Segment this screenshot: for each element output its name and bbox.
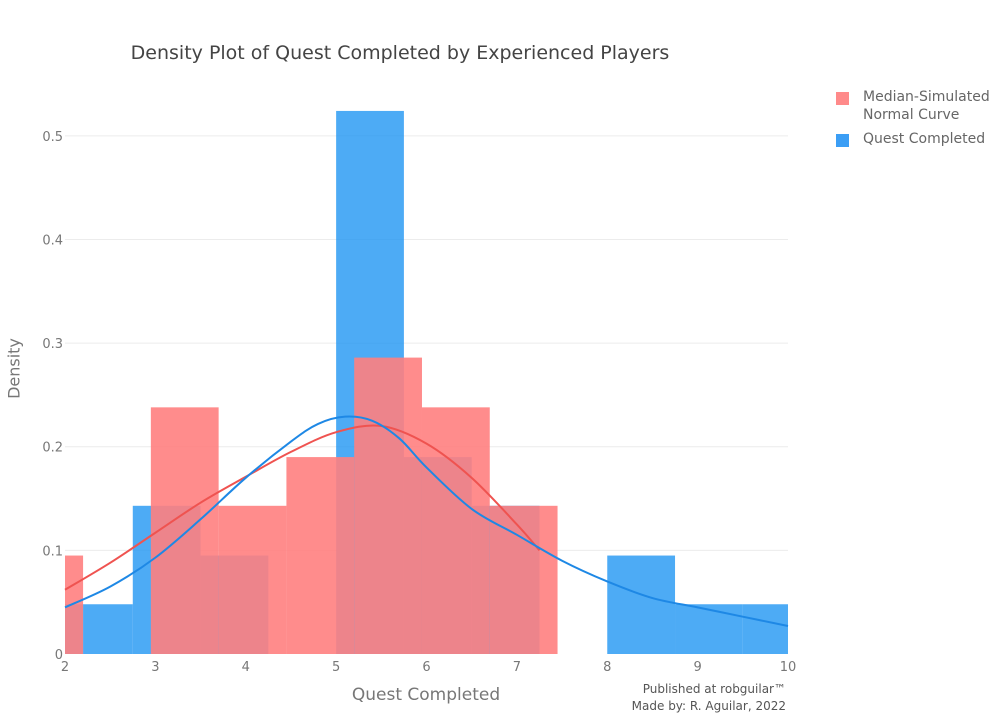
y-tick-label: 0.5 (42, 130, 63, 145)
attribution-note: Published at robguilar™ Made by: R. Agui… (632, 681, 786, 715)
x-tick-label: 10 (780, 660, 797, 675)
x-tick-label: 6 (422, 660, 430, 675)
bar-normal-curve[interactable] (218, 505, 287, 654)
density-curve-normal[interactable] (64, 424, 541, 591)
x-axis-label: Quest Completed (351, 685, 501, 705)
x-tick-label: 5 (332, 660, 340, 675)
legend-swatch-normal-curve (836, 92, 849, 105)
bar-quest-completed[interactable] (742, 604, 788, 654)
legend-label-normal-curve: Median-Simulated Normal Curve (863, 89, 990, 123)
attribution-made-by: Made by: R. Aguilar, 2022 (631, 699, 786, 713)
y-tick-label: 0 (55, 648, 63, 663)
bar-normal-curve[interactable] (421, 407, 490, 654)
attribution-published: Published at robguilar™ (642, 682, 786, 696)
x-tick-label: 7 (513, 660, 521, 675)
y-tick-label: 0.4 (42, 233, 63, 248)
x-tick-label: 3 (151, 660, 159, 675)
histogram-bars (65, 110, 788, 655)
y-tick-label: 0.3 (42, 337, 63, 352)
bar-normal-curve[interactable] (489, 505, 558, 654)
x-axis-ticks: 2 3 4 5 6 7 8 9 10 (61, 660, 796, 675)
y-tick-label: 0.1 (42, 544, 63, 559)
legend-item-normal-curve[interactable]: Median-Simulated Normal Curve (836, 88, 993, 124)
x-tick-label: 2 (61, 660, 69, 675)
bar-quest-completed[interactable] (675, 604, 743, 654)
bar-normal-curve[interactable] (150, 407, 219, 654)
bar-quest-completed[interactable] (607, 555, 676, 654)
legend[interactable]: Median-Simulated Normal Curve Quest Comp… (836, 88, 993, 154)
legend-item-quest-completed[interactable]: Quest Completed (836, 130, 993, 148)
y-axis-label-wrap: Density (2, 335, 26, 405)
x-tick-label: 8 (603, 660, 611, 675)
density-curves (64, 415, 789, 627)
bar-quest-completed[interactable] (83, 604, 133, 654)
x-tick-label: 9 (693, 660, 701, 675)
legend-label-quest-completed: Quest Completed (863, 131, 986, 147)
density-curve-quest-completed[interactable] (64, 415, 789, 627)
bar-normal-curve[interactable] (286, 457, 355, 654)
chart-title: Density Plot of Quest Completed by Exper… (130, 42, 670, 64)
bar-normal-curve[interactable] (65, 555, 84, 654)
x-tick-label: 4 (242, 660, 250, 675)
y-axis-label: Density (4, 338, 24, 399)
legend-swatch-quest-completed (836, 134, 849, 147)
y-tick-label: 0.2 (42, 441, 63, 456)
bar-normal-curve[interactable] (354, 357, 422, 654)
y-axis-ticks: 0 0.1 0.2 0.3 0.4 0.5 (42, 130, 63, 663)
